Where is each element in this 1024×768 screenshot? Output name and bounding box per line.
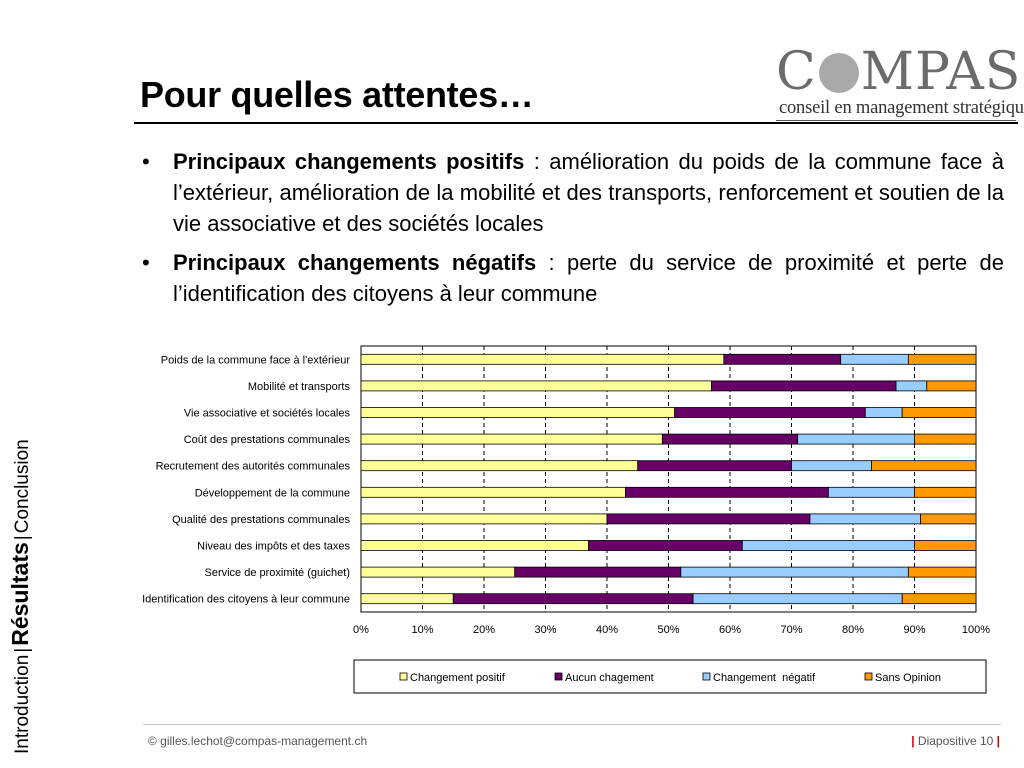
bullet-positive-text: : amélioration du poids de la commune fa…: [173, 149, 1004, 236]
bar-segment-1: [514, 566, 682, 578]
legend-box: [353, 659, 987, 694]
footer-rule: [143, 724, 1001, 725]
bar-segment-1: [674, 407, 866, 418]
bullet-negative-text: : perte du service de proximité et perte…: [173, 250, 1005, 306]
bar-segment-1: [588, 540, 743, 551]
category-label: Poids de la commune face à l'extérieur: [161, 354, 351, 366]
logo-rule: [776, 120, 1016, 121]
bar-segment-3: [901, 593, 977, 605]
bar-segment-3: [901, 407, 977, 418]
footer-copyright: © gilles.lechot@compas-management.ch: [148, 734, 368, 748]
bullet-negative-heading: Principaux changements négatifs: [173, 250, 537, 275]
legend-label: Changement positif: [410, 672, 506, 684]
title-underline: [134, 122, 1018, 124]
bar-segment-0: [360, 513, 608, 525]
category-label: Coût des prestations communales: [184, 434, 351, 446]
bar-segment-0: [360, 593, 454, 605]
bar-segment-1: [625, 486, 829, 498]
category-label: Identification des citoyens à leur commu…: [142, 594, 350, 606]
legend-swatch: [702, 672, 711, 681]
bar-segment-0: [360, 566, 516, 578]
logo-wordmark: C MPAS: [776, 44, 1021, 100]
bar-segment-0: [360, 460, 639, 472]
footer-slide-label: Diapositive 10: [917, 734, 994, 748]
bar-segment-2: [828, 486, 915, 498]
logo-letters-mpas: MPAS: [860, 42, 1022, 102]
bar-segment-0: [360, 353, 725, 365]
bar-segment-0: [360, 433, 663, 445]
bar-segment-2: [864, 407, 903, 418]
category-label: Niveau des impôts et des taxes: [197, 541, 350, 553]
legend-swatch: [554, 672, 563, 681]
footer-bar-left: |: [911, 734, 915, 748]
bar-segment-3: [871, 460, 977, 472]
bullet-negative: • Principaux changements négatifs : perte…: [142, 247, 1004, 309]
category-label: Service de proximité (guichet): [204, 567, 350, 579]
x-tick-label: 20%: [473, 624, 495, 636]
legend-label: Changement négatif: [713, 672, 816, 684]
x-tick-label: 50%: [657, 624, 679, 636]
bar-segment-3: [907, 353, 977, 365]
bullet-positive: • Principaux changements positifs : améli…: [142, 146, 1004, 239]
bullet-list: • Principaux changements positifs : améli…: [142, 146, 1004, 317]
bar-segment-2: [741, 540, 915, 551]
bar-segment-2: [692, 593, 903, 605]
bar-segment-0: [360, 540, 589, 551]
category-label: Recrutement des autorités communales: [156, 461, 351, 473]
bar-segment-0: [360, 380, 712, 392]
x-tick-label: 100%: [962, 624, 990, 636]
category-label: Qualité des prestations communales: [172, 514, 350, 526]
bar-segment-3: [914, 540, 977, 551]
logo-tagline: conseil en management stratégique: [779, 98, 1024, 118]
compas-logo: C MPAS conseil en management stratégique: [776, 44, 1024, 122]
bar-segment-1: [711, 380, 897, 392]
bar-segment-2: [797, 433, 915, 445]
footer-slide-number: | Diapositive 10 |: [911, 734, 1000, 748]
bar-segment-2: [895, 380, 928, 392]
legend-swatch: [864, 672, 873, 681]
x-tick-label: 40%: [596, 624, 618, 636]
bar-segment-1: [606, 513, 811, 525]
bar-segment-2: [791, 460, 872, 472]
bar-segment-3: [926, 380, 977, 392]
x-tick-label: 10%: [411, 624, 433, 636]
bar-segment-1: [452, 593, 694, 605]
x-tick-label: 70%: [780, 624, 802, 636]
x-tick-label: 60%: [719, 624, 741, 636]
bar-segment-2: [809, 513, 922, 525]
category-label: Développement de la commune: [195, 487, 350, 499]
bullet-positive-heading: Principaux changements positifs: [173, 149, 525, 174]
bar-segment-1: [637, 460, 792, 472]
bullet-dot-icon: •: [142, 250, 150, 275]
x-tick-label: 90%: [903, 624, 925, 636]
bar-segment-3: [907, 566, 977, 578]
bar-segment-1: [723, 353, 842, 365]
bar-segment-2: [840, 353, 909, 365]
x-tick-label: 80%: [842, 624, 864, 636]
category-label: Vie associative et sociétés locales: [184, 408, 351, 420]
bar-segment-0: [360, 486, 626, 498]
logo-letter-c: C: [776, 42, 817, 102]
legend-swatch: [399, 672, 408, 681]
footer-bar-right: |: [996, 734, 1000, 748]
stacked-bar-chart: Poids de la commune face à l'extérieur Mo…: [142, 345, 990, 694]
legend-label: Aucun chagement: [565, 672, 654, 684]
bar-segment-0: [360, 407, 676, 418]
logo-circle-icon: [818, 53, 859, 93]
x-tick-label: 0%: [353, 624, 369, 636]
bar-segment-2: [680, 566, 909, 578]
bar-segment-3: [914, 486, 977, 498]
bullet-dot-icon: •: [142, 149, 150, 174]
x-tick-label: 30%: [534, 624, 556, 636]
legend-label: Sans Opinion: [875, 672, 941, 684]
bar-segment-1: [661, 433, 799, 445]
slide-title: Pour quelles attentes…: [140, 74, 534, 115]
category-label: Mobilité et transports: [248, 381, 351, 393]
bar-segment-3: [914, 433, 977, 445]
bar-segment-3: [920, 513, 977, 525]
